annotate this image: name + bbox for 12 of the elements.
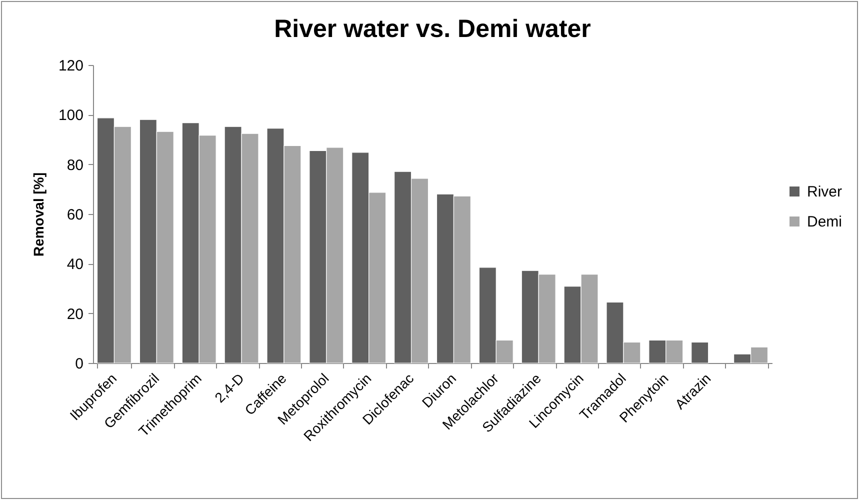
y-tick-label: 100 bbox=[58, 107, 84, 124]
legend-label: River bbox=[807, 184, 842, 200]
chart-title: River water vs. Demi water bbox=[274, 15, 592, 43]
bar bbox=[691, 342, 709, 364]
y-tick-label: 0 bbox=[75, 356, 84, 372]
y-tick-label: 120 bbox=[58, 58, 84, 74]
legend-label: Demi bbox=[807, 214, 842, 230]
y-tick-label: 80 bbox=[66, 156, 84, 174]
y-tick-label: 40 bbox=[66, 256, 84, 274]
y-tick-label: 20 bbox=[66, 306, 84, 323]
y-axis-title: Removal [%] bbox=[30, 172, 46, 257]
y-tick-label: 60 bbox=[66, 206, 84, 224]
